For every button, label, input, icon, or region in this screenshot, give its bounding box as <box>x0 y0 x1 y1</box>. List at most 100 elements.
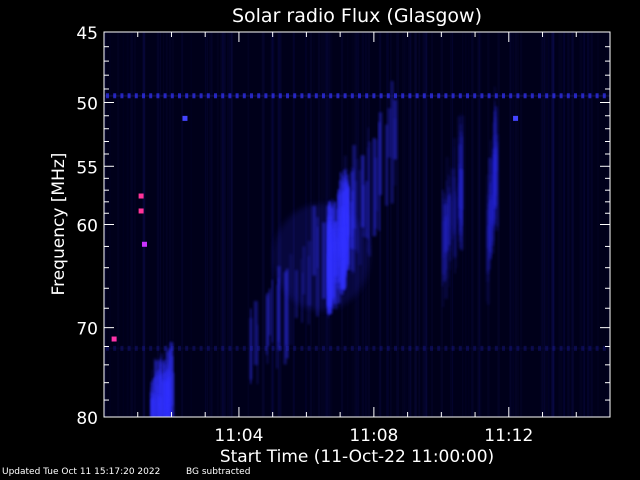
noise-stripe <box>569 32 572 417</box>
burst-streak <box>329 241 333 314</box>
rfi-dot <box>343 345 347 351</box>
rfi-dot <box>509 93 513 99</box>
rfi-dot <box>178 93 181 99</box>
rfi-dot <box>228 93 232 99</box>
burst-streak <box>441 190 444 287</box>
noise-stripe <box>479 32 482 417</box>
rfi-dot <box>581 345 585 351</box>
rfi-dot <box>300 345 304 351</box>
burst-streak <box>285 268 289 359</box>
rfi-dot <box>322 93 325 99</box>
rfi-dot <box>170 93 174 99</box>
noise-stripe <box>143 32 145 417</box>
rfi-dot <box>559 93 563 99</box>
noise-stripe <box>514 32 518 417</box>
rfi-dot <box>120 345 124 351</box>
noise-stripe <box>558 32 560 417</box>
rfi-dot <box>372 345 376 351</box>
burst-streak <box>358 169 362 265</box>
burst-streak <box>355 158 359 254</box>
noise-stripe <box>143 32 145 417</box>
rfi-dot <box>142 345 145 351</box>
rfi-dot <box>415 93 419 99</box>
rfi-dot <box>300 93 304 99</box>
burst-streak <box>453 147 456 232</box>
rfi-spot <box>138 193 144 199</box>
rfi-dot <box>206 345 210 351</box>
noise-stripe <box>567 32 570 417</box>
burst-streak <box>289 253 293 346</box>
noise-stripe <box>117 32 120 417</box>
rfi-dot <box>134 93 138 99</box>
rfi-dot <box>487 93 491 99</box>
noise-stripe <box>597 32 599 417</box>
rfi-dot <box>264 93 268 99</box>
rfi-dot <box>545 345 549 351</box>
noise-stripe <box>229 32 233 417</box>
noise-stripe <box>270 32 274 417</box>
bg-subtracted-note: BG subtracted <box>186 467 251 477</box>
burst-streak <box>493 101 496 223</box>
rfi-dot <box>559 345 563 351</box>
noise-stripe <box>410 32 412 417</box>
rfi-spot <box>141 241 147 247</box>
x-axis-label: Start Time (11-Oct-22 11:00:00) <box>220 447 494 467</box>
rfi-dot <box>566 345 570 351</box>
rfi-dot <box>401 345 405 351</box>
rfi-dot <box>242 345 246 351</box>
burst-streak <box>458 143 461 208</box>
rfi-line <box>104 94 610 97</box>
rfi-dot <box>307 345 311 351</box>
rfi-dot <box>358 93 361 99</box>
noise-stripe <box>171 32 174 417</box>
noise-stripe <box>386 32 389 417</box>
noise-stripe <box>223 32 226 417</box>
noise-stripe <box>510 32 512 417</box>
chart-title: Solar radio Flux (Glasgow) <box>232 5 482 27</box>
burst-streak <box>360 155 365 228</box>
rfi-dot <box>595 93 599 99</box>
rfi-dot <box>494 93 498 99</box>
noise-stripe <box>589 32 592 417</box>
noise-stripe <box>272 32 275 417</box>
noise-stripe <box>425 32 428 417</box>
rfi-dot <box>415 345 419 351</box>
rfi-dot <box>444 93 448 99</box>
rfi-dot <box>106 93 109 99</box>
rfi-spot <box>138 208 144 214</box>
noise-stripe <box>206 32 209 417</box>
noise-stripe <box>222 32 224 417</box>
burst-streak <box>266 296 269 364</box>
noise-stripe <box>404 32 407 417</box>
rfi-dot <box>343 93 347 99</box>
burst-streak <box>385 124 389 206</box>
rfi-dot <box>574 345 577 351</box>
rfi-dot <box>502 345 505 351</box>
rfi-dot <box>120 93 124 99</box>
rfi-dot <box>293 93 297 99</box>
rfi-dot <box>430 93 433 99</box>
rfi-dot <box>379 345 383 351</box>
rfi-dot <box>552 345 556 351</box>
updated-timestamp: Updated Tue Oct 11 15:17:20 2022 <box>2 467 161 477</box>
noise-stripe <box>548 32 551 417</box>
rfi-dot <box>545 93 549 99</box>
burst-streak <box>390 81 394 204</box>
rfi-dot <box>314 93 318 99</box>
burst-streak <box>328 231 331 316</box>
noise-stripe <box>280 32 283 417</box>
rfi-dot <box>422 93 426 99</box>
rfi-dot <box>322 345 325 351</box>
rfi-dot <box>394 345 397 351</box>
noise-stripe <box>230 32 234 417</box>
rfi-dot <box>271 93 275 99</box>
noise-stripe <box>277 32 280 417</box>
noise-stripe <box>158 32 160 417</box>
noise-stripe <box>142 32 145 417</box>
y-tick-label: 45 <box>76 24 98 44</box>
rfi-dot <box>487 345 491 351</box>
rfi-dot <box>538 345 541 351</box>
noise-stripe <box>563 32 566 417</box>
noise-stripe <box>208 32 212 417</box>
rfi-dot <box>214 93 217 99</box>
